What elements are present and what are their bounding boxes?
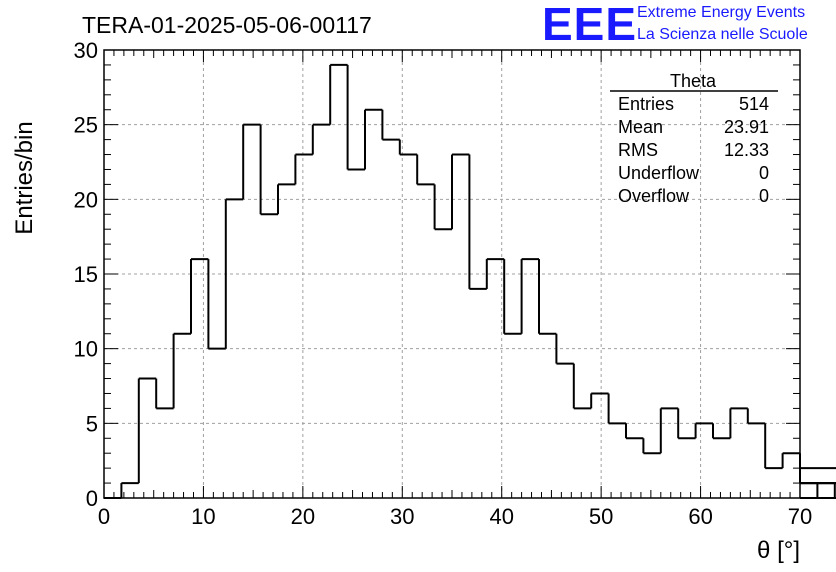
stats-title: Theta [670,71,717,91]
histogram-bars [104,63,836,499]
x-tick-label: 0 [98,504,110,529]
stats-label: RMS [618,140,658,160]
y-tick-label: 20 [74,187,98,212]
x-axis-label: θ [°] [757,537,800,564]
stats-value: 0 [759,186,769,206]
x-tick-label: 20 [291,504,315,529]
stats-label: Mean [618,117,663,137]
y-tick-label: 10 [74,337,98,362]
y-axis-label: Entries/bin [11,121,38,234]
stats-value: 514 [739,94,769,114]
stats-label: Entries [618,94,674,114]
x-tick-label: 70 [788,504,812,529]
brand-line-2: La Scienza nelle Scuole [637,26,808,43]
y-tick-label: 25 [74,113,98,138]
y-tick-label: 30 [74,38,98,63]
y-tick-label: 5 [86,411,98,436]
brand-line-1: Extreme Energy Events [637,4,805,21]
brand-logo-group: EEE Extreme Energy Events La Scienza nel… [542,0,808,50]
x-tick-label: 10 [191,504,215,529]
axis-ticks [103,49,801,499]
stats-value: 23.91 [724,117,769,137]
brand-logo: EEE [542,0,637,50]
x-tick-label: 30 [390,504,414,529]
stats-rows: Entries 514 Mean 23.91 RMS 12.33 Underflow 0 Ove… [618,94,769,206]
stats-label: Overflow [618,186,690,206]
chart-title: TERA-01-2025-05-06-00117 [82,12,372,38]
x-tick-label: 50 [589,504,613,529]
x-tick-label: 40 [489,504,513,529]
y-tick-label: 0 [86,486,98,511]
x-tick-label: 60 [688,504,712,529]
stats-value: 12.33 [724,140,769,160]
stats-value: 0 [759,163,769,183]
stats-box: Theta Entries 514 Mean 23.91 RMS 12.33 Underfl… [610,71,778,206]
tick-labels: 0 10 20 30 40 50 60 70 0 5 10 15 20 25 30 [74,38,813,529]
stats-label: Underflow [618,163,700,183]
y-tick-label: 15 [74,262,98,287]
